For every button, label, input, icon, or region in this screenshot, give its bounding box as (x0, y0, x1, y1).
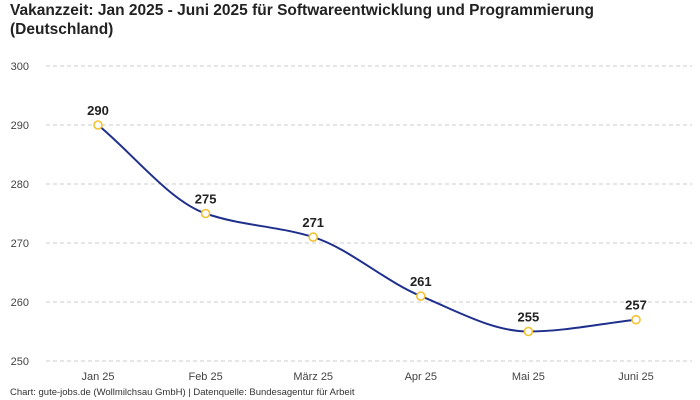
data-point (415, 291, 426, 301)
y-tick-label: 290 (11, 120, 29, 132)
data-label: 257 (625, 298, 647, 313)
chart-title: Vakanzzeit: Jan 2025 - Juni 2025 für Sof… (10, 2, 594, 38)
x-tick-label: Mai 25 (512, 371, 545, 383)
source-footer: Chart: gute-jobs.de (Wollmilchsau GmbH) … (10, 387, 355, 398)
data-label: 271 (302, 215, 324, 230)
y-tick-label: 280 (11, 179, 29, 191)
data-point (523, 326, 534, 337)
data-point (308, 232, 319, 242)
data-point (200, 208, 211, 219)
data-point (631, 314, 641, 325)
y-tick-label: 260 (11, 297, 29, 309)
x-tick-label: Juni 25 (618, 371, 653, 383)
x-tick-label: Feb 25 (188, 371, 222, 383)
data-label: 255 (518, 310, 540, 325)
x-tick-label: Apr 25 (405, 371, 437, 383)
data-label: 290 (87, 103, 109, 118)
data-point (93, 120, 103, 130)
x-tick-label: März 25 (293, 371, 333, 383)
series-line (97, 124, 637, 333)
y-tick-label: 250 (11, 356, 29, 368)
y-tick-label: 270 (11, 238, 29, 250)
data-label: 275 (195, 192, 217, 207)
data-label: 261 (410, 274, 432, 289)
y-tick-label: 300 (11, 61, 29, 73)
x-tick-label: Jan 25 (81, 371, 114, 383)
